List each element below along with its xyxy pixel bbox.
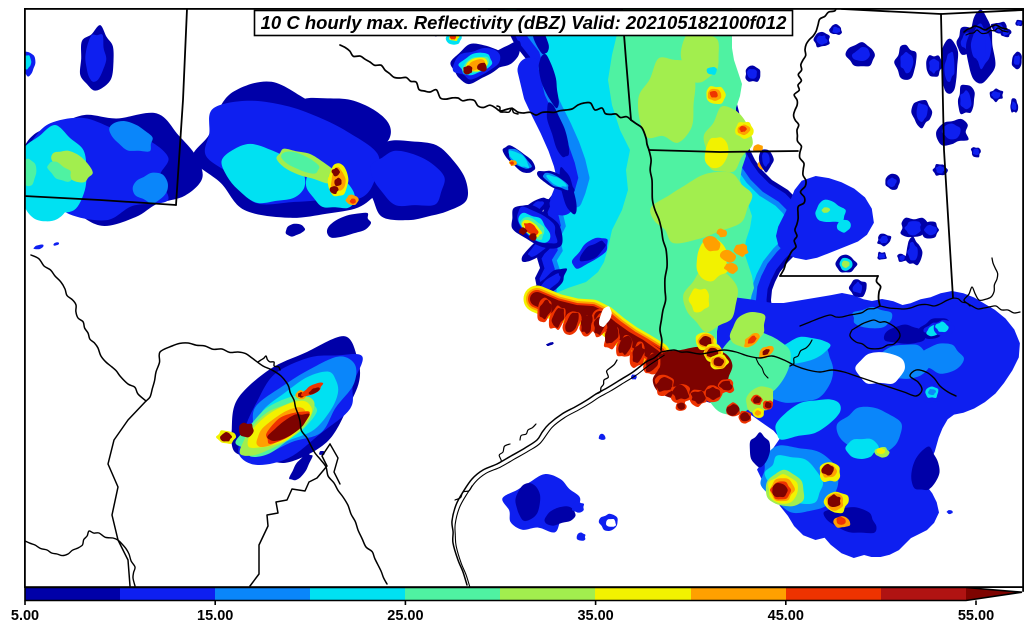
svg-text:5.00: 5.00 [11, 608, 39, 624]
svg-text:35.00: 35.00 [577, 608, 613, 624]
svg-text:55.00: 55.00 [958, 608, 994, 624]
svg-text:25.00: 25.00 [387, 608, 423, 624]
svg-text:15.00: 15.00 [197, 608, 233, 624]
svg-text:10 C hourly max. Reflectivity: 10 C hourly max. Reflectivity (dBZ) Vali… [261, 12, 787, 33]
svg-text:45.00: 45.00 [768, 608, 804, 624]
